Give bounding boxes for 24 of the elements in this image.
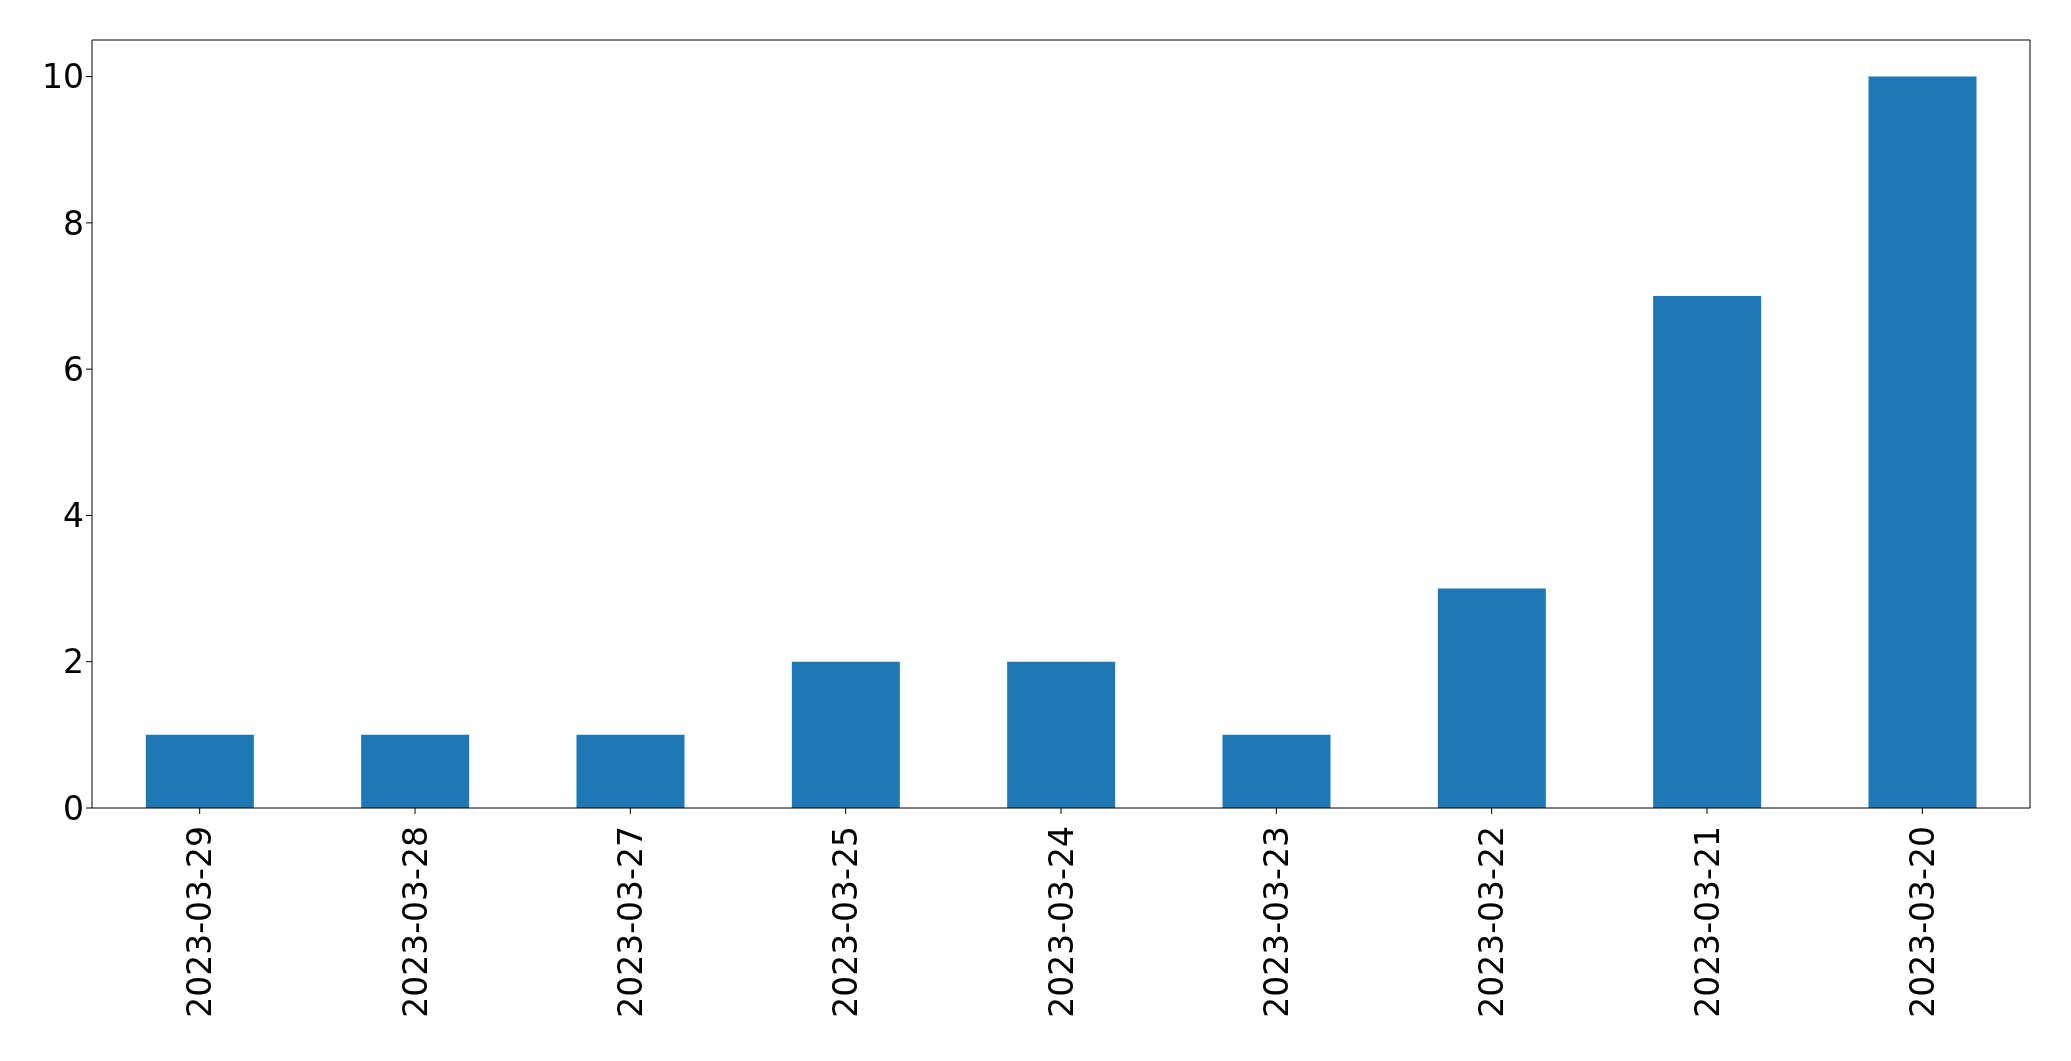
y-tick-label: 0 (63, 788, 84, 828)
bar (1653, 296, 1762, 808)
x-tick-label: 2023-03-27 (610, 826, 650, 1018)
bar (361, 734, 470, 808)
bar (1868, 76, 1977, 808)
x-tick-label: 2023-03-22 (1472, 826, 1512, 1018)
bar (1437, 588, 1546, 808)
y-tick-label: 4 (63, 496, 84, 536)
y-tick-label: 2 (63, 642, 84, 682)
y-tick-label: 6 (63, 349, 84, 389)
bar (1007, 661, 1116, 808)
x-tick-label: 2023-03-24 (1041, 826, 1081, 1018)
x-tick-label: 2023-03-21 (1687, 826, 1727, 1018)
bar (1222, 734, 1331, 808)
y-tick-label: 8 (63, 203, 84, 243)
x-tick-label: 2023-03-20 (1902, 826, 1942, 1018)
bar (791, 661, 900, 808)
x-tick-label: 2023-03-23 (1256, 826, 1296, 1018)
x-tick-label: 2023-03-28 (395, 826, 435, 1018)
x-tick-label: 2023-03-25 (826, 826, 866, 1018)
y-tick-label: 10 (42, 57, 84, 97)
x-tick-label: 2023-03-29 (180, 826, 220, 1018)
bar (576, 734, 685, 808)
bar (145, 734, 254, 808)
